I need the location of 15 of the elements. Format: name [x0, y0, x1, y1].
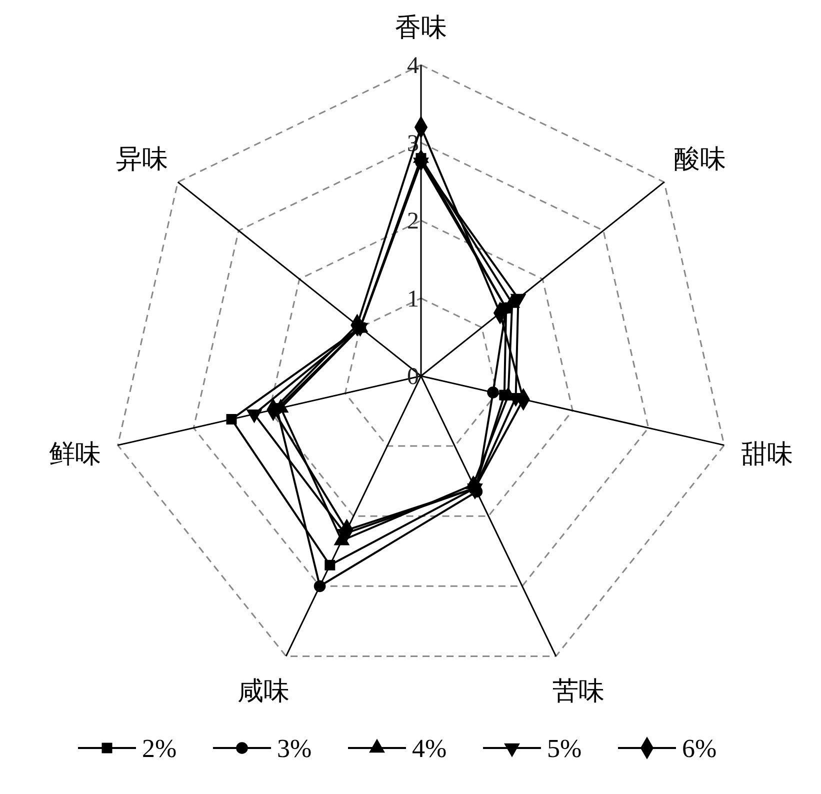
- legend-label: 5%: [547, 734, 582, 763]
- spoke-label: 甜味: [741, 440, 794, 469]
- spoke-label: 苦味: [552, 676, 604, 706]
- y-tick-label: 2: [407, 208, 419, 234]
- spoke-label: 咸味: [238, 676, 290, 706]
- legend-label: 2%: [142, 734, 177, 763]
- legend-label: 3%: [277, 734, 312, 763]
- spoke-label: 鲜味: [48, 440, 101, 469]
- spoke-label: 香味: [395, 13, 447, 42]
- spoke-label: 异味: [116, 144, 168, 174]
- spoke-label: 酸味: [674, 144, 726, 174]
- y-tick-label: 4: [407, 53, 419, 79]
- legend-label: 4%: [412, 734, 447, 763]
- y-tick-label: 1: [407, 286, 419, 312]
- legend-label: 6%: [682, 734, 717, 763]
